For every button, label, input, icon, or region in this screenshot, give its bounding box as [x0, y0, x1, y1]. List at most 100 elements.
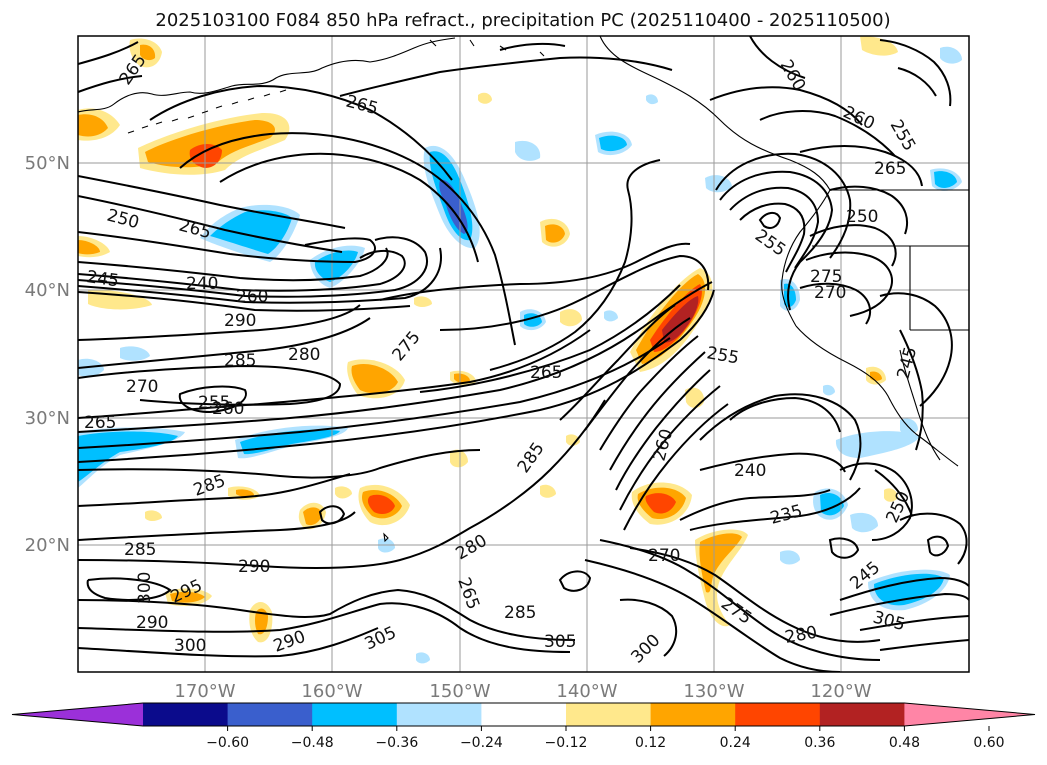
precip-positive-area: [545, 224, 565, 243]
precip-negative-area: [850, 512, 878, 533]
colorbar-outline: [11, 702, 1036, 727]
contour-line: [759, 110, 896, 157]
contour-line: [379, 242, 691, 301]
lat-label: 20°N: [25, 535, 70, 556]
contour-line: [78, 337, 671, 449]
precip-negative-area: [416, 652, 430, 664]
colorbar-tick-label: 0.60: [973, 735, 1004, 751]
colorbar-tick-label: −0.24: [460, 735, 503, 751]
contour-line: [489, 159, 661, 371]
contour-line: [78, 588, 576, 641]
contour-line: [859, 615, 969, 631]
contour-line: [874, 469, 913, 517]
precip-positive-area: [189, 144, 222, 168]
contour-line: [78, 449, 481, 479]
contour-line: [758, 212, 782, 229]
lon-label: 160°W: [301, 681, 362, 702]
contour-label: 285: [224, 351, 256, 371]
contour-line: [715, 152, 852, 259]
contour-line: [719, 170, 834, 311]
lat-axis: 20°N 30°N 40°N 50°N: [25, 153, 70, 556]
precip-positive-area: [140, 44, 156, 61]
contour-line: [78, 289, 715, 463]
contour-line: [179, 132, 516, 346]
precip-positive-area: [450, 449, 468, 468]
precip-negative-area: [934, 171, 957, 188]
contour-line: [899, 329, 924, 451]
lat-label: 30°N: [25, 408, 70, 429]
precip-positive-area: [236, 489, 254, 497]
precip-positive-area: [170, 591, 205, 603]
contour-line: [78, 317, 371, 369]
precip-positive-area: [699, 533, 742, 593]
contour-line: [729, 396, 841, 433]
precip-positive-area: [478, 92, 492, 104]
colorbar-segment: [396, 703, 482, 726]
precip-negative-area: [210, 210, 292, 254]
lon-label: 170°W: [174, 681, 235, 702]
lat-label: 50°N: [25, 153, 70, 174]
precip-negative-area: [314, 250, 358, 282]
contour-line: [699, 393, 862, 481]
contour-line: [78, 250, 406, 292]
alaska-coastline: [78, 37, 456, 113]
precip-negative-area: [835, 431, 920, 458]
contour-line: [558, 570, 592, 592]
colorbar-segment: [481, 703, 567, 726]
colorbar-segment: [650, 703, 736, 726]
refractivity-contours: [78, 36, 969, 672]
colorbar-tick-label: −0.48: [291, 735, 334, 751]
contour-label: 240: [186, 274, 218, 294]
contour-line: [584, 559, 841, 672]
contour-line: [339, 56, 673, 97]
precip-positive-area: [860, 36, 898, 56]
contour-label: 240: [734, 461, 766, 481]
colorbar-tick-label: 0.48: [889, 735, 920, 751]
contour-line: [78, 291, 411, 312]
contour-line: [78, 175, 346, 229]
contour-label: 270: [814, 283, 846, 303]
contour-line: [619, 385, 721, 511]
contour-line: [599, 539, 881, 661]
precip-positive-area: [78, 114, 108, 137]
contour-line: [78, 473, 351, 507]
contour-label: 265: [530, 363, 562, 383]
contour-line: [926, 535, 950, 557]
contour-line: [439, 254, 710, 331]
precip-negative-area: [780, 550, 800, 565]
precip-negative-area: [874, 573, 944, 606]
colorbar-extend-min: [12, 703, 143, 726]
contour-line: [78, 247, 389, 282]
contour-line: [899, 512, 968, 565]
precip-positive-area: [303, 507, 322, 526]
contour-label: 265: [84, 413, 116, 433]
precip-positive-area: [560, 309, 582, 327]
precip-positive-area: [414, 296, 432, 307]
lon-label: 130°W: [683, 681, 744, 702]
contour-line: [609, 351, 706, 471]
colorbar-segment: [227, 703, 313, 726]
us-west-coast: [795, 325, 959, 467]
precip-positive-area: [145, 510, 162, 521]
state-border: [812, 189, 969, 331]
contour-line: [839, 576, 969, 601]
precip-positive-area: [145, 120, 275, 168]
contour-label: 285: [124, 540, 156, 560]
lon-axis: 170°W 160°W 150°W 140°W 130°W 120°W: [174, 681, 871, 702]
precip-positive-area: [351, 363, 398, 394]
contour-line: [78, 304, 361, 341]
colorbar-tick-label: −0.36: [375, 735, 418, 751]
lon-label: 120°W: [810, 681, 871, 702]
contour-label: 290: [224, 311, 256, 331]
precip-positive-area: [884, 488, 898, 502]
colorbar-tick-label: 0.24: [720, 735, 751, 751]
contour-label: 255: [198, 393, 230, 413]
contour-line: [829, 592, 969, 616]
contour-line: [78, 602, 571, 653]
contour-label: 300: [135, 572, 155, 604]
contour-line: [318, 505, 346, 525]
precip-negative-area: [120, 346, 150, 361]
precip-positive-area: [335, 486, 352, 499]
contour-line: [879, 292, 953, 407]
contour-line: [419, 284, 681, 393]
